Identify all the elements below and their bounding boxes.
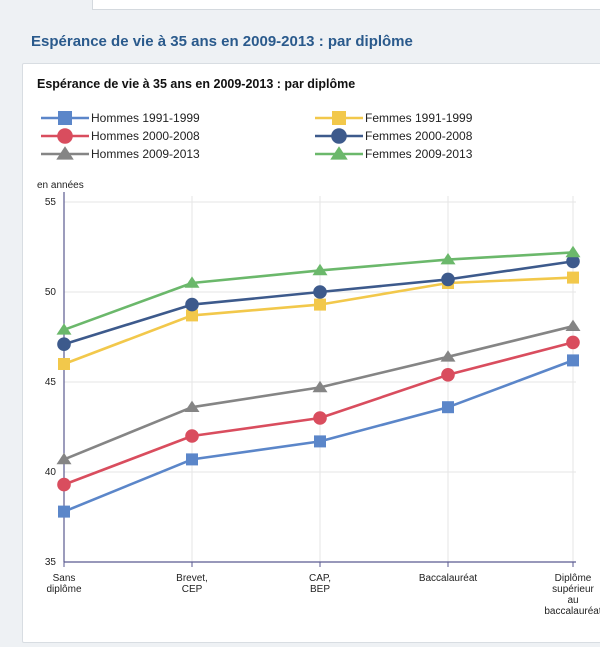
x-tick-label: Sans diplôme [46, 573, 81, 595]
y-axis-unit-label: en années [37, 180, 84, 191]
data-point-s2-3 [440, 350, 456, 362]
legend-label-hommes-1991-1999: Hommes 1991-1999 [91, 111, 200, 125]
data-point-s4-2 [313, 285, 327, 299]
legend-label-femmes-2000-2008: Femmes 2000-2008 [365, 129, 473, 143]
data-point-s4-4 [566, 254, 580, 269]
y-tick-label: 55 [45, 197, 57, 208]
x-tick-label: Baccalauréat [419, 573, 478, 584]
legend-marker-5 [330, 146, 348, 160]
data-point-s0-4 [567, 354, 579, 367]
data-point-s3-2 [314, 298, 326, 311]
legend-marker-0 [58, 111, 72, 125]
data-point-s2-0 [56, 452, 72, 465]
active-tab[interactable] [92, 0, 600, 10]
data-point-s2-4 [565, 319, 581, 331]
y-tick-label: 45 [45, 377, 57, 388]
chart-card [22, 63, 600, 643]
data-point-s0-0 [58, 505, 70, 518]
y-tick-label: 40 [45, 467, 57, 478]
data-point-s5-1 [184, 276, 200, 288]
data-point-s0-1 [186, 453, 198, 466]
legend-marker-3 [332, 111, 346, 125]
y-tick-label: 50 [45, 287, 57, 298]
tab-strip [0, 0, 600, 10]
legend-label-femmes-2009-2013: Femmes 2009-2013 [365, 147, 473, 161]
y-tick-label: 35 [45, 557, 57, 568]
data-point-s1-1 [185, 429, 199, 443]
data-point-s0-2 [314, 435, 326, 448]
data-point-s5-4 [565, 245, 581, 258]
data-point-s4-1 [185, 297, 199, 312]
data-point-s1-2 [313, 411, 327, 425]
data-point-s3-4 [567, 271, 579, 284]
data-point-s2-1 [184, 400, 200, 412]
data-point-s1-4 [566, 335, 580, 350]
data-point-s3-1 [186, 309, 198, 322]
legend-marker-1 [57, 128, 73, 144]
section-title: Espérance de vie à 35 ans en 2009-2013 :… [31, 33, 413, 50]
legend-marker-2 [56, 146, 74, 160]
data-point-s4-3 [441, 272, 455, 287]
x-tick-label: Brevet, CEP [176, 573, 208, 595]
data-point-s3-0 [58, 358, 70, 370]
data-point-s5-3 [440, 252, 456, 265]
legend-label-hommes-2009-2013: Hommes 2009-2013 [91, 147, 200, 161]
data-point-s2-2 [312, 380, 328, 393]
data-point-s5-0 [56, 323, 72, 335]
legend-label-femmes-1991-1999: Femmes 1991-1999 [365, 111, 473, 125]
data-point-s4-0 [57, 337, 71, 352]
legend-marker-4 [331, 128, 347, 144]
chart-title: Espérance de vie à 35 ans en 2009-2013 :… [37, 77, 356, 91]
data-point-s0-3 [442, 401, 454, 414]
legend-label-hommes-2000-2008: Hommes 2000-2008 [91, 129, 200, 143]
data-point-s1-3 [441, 368, 455, 382]
data-point-s1-0 [57, 477, 71, 492]
x-tick-label: CAP, BEP [309, 573, 331, 595]
x-tick-label: Diplôme supérieur au baccalauréat [544, 573, 600, 617]
data-point-s5-2 [312, 263, 328, 276]
